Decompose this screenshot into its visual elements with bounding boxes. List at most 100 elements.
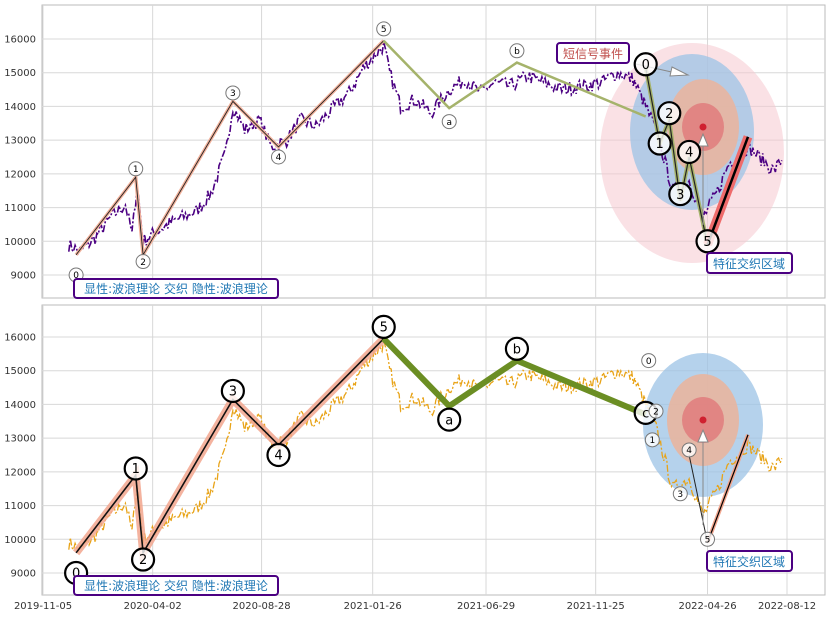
- bottom-y-tick-label: 15000: [4, 366, 36, 377]
- top-minor-label-1: 1: [656, 137, 664, 152]
- bottom-wave-correction-line: [381, 336, 647, 418]
- top-wave-label-a-circle: [441, 114, 457, 130]
- x-tick-label: 2022-08-12: [758, 601, 816, 612]
- zone-center-dot: [699, 416, 707, 424]
- bottom-y-tick-label: 14000: [4, 400, 36, 411]
- bottom-panel: 9000 10000 11000 12000 13000 14000 15000 16000 0…: [4, 304, 826, 612]
- bottom-wave-label-a: a: [445, 413, 453, 428]
- bottom-wave-label-a-circle: [437, 407, 462, 432]
- top-wave-minor-line: [645, 67, 709, 245]
- bottom-minor-label-2: 2: [653, 407, 659, 417]
- top-legend-label: 显性:波浪理论 交织 隐性:波浪理论: [84, 281, 268, 296]
- x-tick-label: 2020-08-28: [233, 601, 291, 612]
- top-price-line: [68, 41, 783, 256]
- top-minor-label-4-circle: [677, 139, 702, 165]
- event-label: 短信号事件: [563, 47, 623, 61]
- top-y-tick-label: 11000: [4, 203, 36, 214]
- x-tick-label: 2021-11-25: [567, 601, 625, 612]
- top-wave-label-0: 0: [73, 271, 79, 281]
- bottom-legend-label: 显性:波浪理论 交织 隐性:波浪理论: [84, 578, 268, 593]
- top-minor-label-2: 2: [665, 107, 673, 122]
- bottom-minor-label-4: 4: [686, 446, 692, 456]
- bottom-wave-label-0: 0: [72, 567, 80, 582]
- bottom-wave-label-3: 3: [229, 385, 237, 400]
- bottom-y-tick-label: 16000: [4, 333, 36, 344]
- x-tick-label: 2021-01-26: [344, 601, 402, 612]
- top-minor-label-3-circle: [668, 181, 693, 207]
- top-y-tick-label: 16000: [4, 35, 36, 46]
- top-y-tick-label: 9000: [11, 271, 36, 282]
- zone-center-dot: [699, 123, 707, 131]
- top-y-tick-label: 15000: [4, 68, 36, 79]
- top-y-tick-label: 14000: [4, 102, 36, 113]
- bottom-y-tick-label: 10000: [4, 535, 36, 546]
- bottom-legend-box: [73, 575, 279, 596]
- top-wave-label-b-circle: [509, 43, 525, 59]
- top-wave-label-3-circle: [225, 85, 241, 101]
- top-wave-label-2: 2: [140, 258, 146, 268]
- top-wave-label-4-circle: [270, 149, 286, 165]
- bottom-wave-label-1: 1: [132, 462, 140, 477]
- top-y-tick-label: 10000: [4, 237, 36, 248]
- top-legend-box: [73, 278, 279, 299]
- bottom-wave-label-4-circle: [266, 442, 291, 468]
- bottom-wave-label-2: 2: [139, 553, 147, 568]
- x-tick-label: 2020-04-02: [124, 601, 182, 612]
- bottom-minor-label-2-circle: [648, 403, 664, 419]
- event-arrow-head: [669, 66, 690, 77]
- top-zone-box: [706, 252, 793, 274]
- bottom-minor-label-5-circle: [700, 531, 716, 547]
- bottom-wave-label-c: c: [642, 407, 649, 422]
- top-minor-label-4: 4: [685, 146, 693, 161]
- bottom-wave-primary-line: [75, 338, 385, 556]
- top-minor-label-2-circle: [657, 101, 682, 126]
- top-wave-label-2-circle: [135, 254, 151, 270]
- bottom-wave-label-b-circle: [504, 336, 530, 361]
- bottom-minor-label-3-circle: [672, 486, 688, 502]
- bottom-minor-label-1-circle: [644, 432, 660, 448]
- top-minor-label-5-circle: [695, 229, 720, 254]
- bottom-minor-label-0-circle: [641, 353, 657, 369]
- top-wave-label-3: 3: [230, 89, 236, 99]
- event-box: [556, 42, 630, 64]
- bottom-zone-label: 特征交织区域: [713, 554, 785, 569]
- top-zone-label: 特征交织区域: [713, 256, 785, 271]
- signal-line: [706, 136, 750, 246]
- top-wave-label-5: 5: [381, 25, 387, 35]
- zone-arrow-head: [697, 428, 709, 443]
- x-tick-label: 2021-06-29: [457, 601, 515, 612]
- bottom-wave-label-5-circle: [371, 314, 396, 339]
- top-y-tick-label: 12000: [4, 169, 36, 180]
- bottom-wave-label-b: b: [513, 342, 521, 357]
- top-panel: 9000 10000 11000 12000 13000 14000 15000 16000 0…: [4, 4, 826, 299]
- signal-line: [706, 434, 749, 543]
- x-tick-label: 2022-04-26: [678, 601, 736, 612]
- bottom-minor-label-5: 5: [705, 536, 711, 546]
- bottom-minor-label-3: 3: [677, 490, 683, 500]
- top-wave-label-5-circle: [376, 21, 392, 37]
- top-minor-label-3: 3: [676, 188, 684, 203]
- bottom-wave-label-1-circle: [123, 456, 148, 481]
- bottom-minor-label-1: 1: [649, 436, 655, 446]
- bottom-wave-label-4: 4: [274, 449, 282, 464]
- bottom-y-tick-label: 12000: [4, 467, 36, 478]
- top-wave-label-1-circle: [128, 161, 144, 177]
- top-minor-label-5: 5: [703, 235, 711, 250]
- top-wave-label-b: b: [514, 47, 520, 57]
- top-wave-primary-line: [75, 40, 385, 257]
- bottom-minor-label-4-circle: [681, 442, 697, 458]
- bottom-zone-box: [706, 550, 793, 572]
- bottom-y-tick-label: 9000: [11, 569, 36, 580]
- top-wave-label-a: a: [446, 118, 452, 128]
- top-y-tick-label: 13000: [4, 136, 36, 147]
- top-minor-label-0: 0: [642, 58, 650, 73]
- bottom-price-line: [68, 339, 783, 553]
- bottom-wave-label-2-circle: [130, 547, 156, 572]
- bottom-minor-label-0: 0: [646, 357, 652, 367]
- bottom-y-tick-label: 13000: [4, 434, 36, 445]
- zone-arrow-head: [697, 132, 709, 147]
- top-wave-correction-line: [382, 39, 647, 118]
- top-wave-label-1: 1: [133, 165, 139, 175]
- bottom-wave-minor-line: [688, 454, 708, 543]
